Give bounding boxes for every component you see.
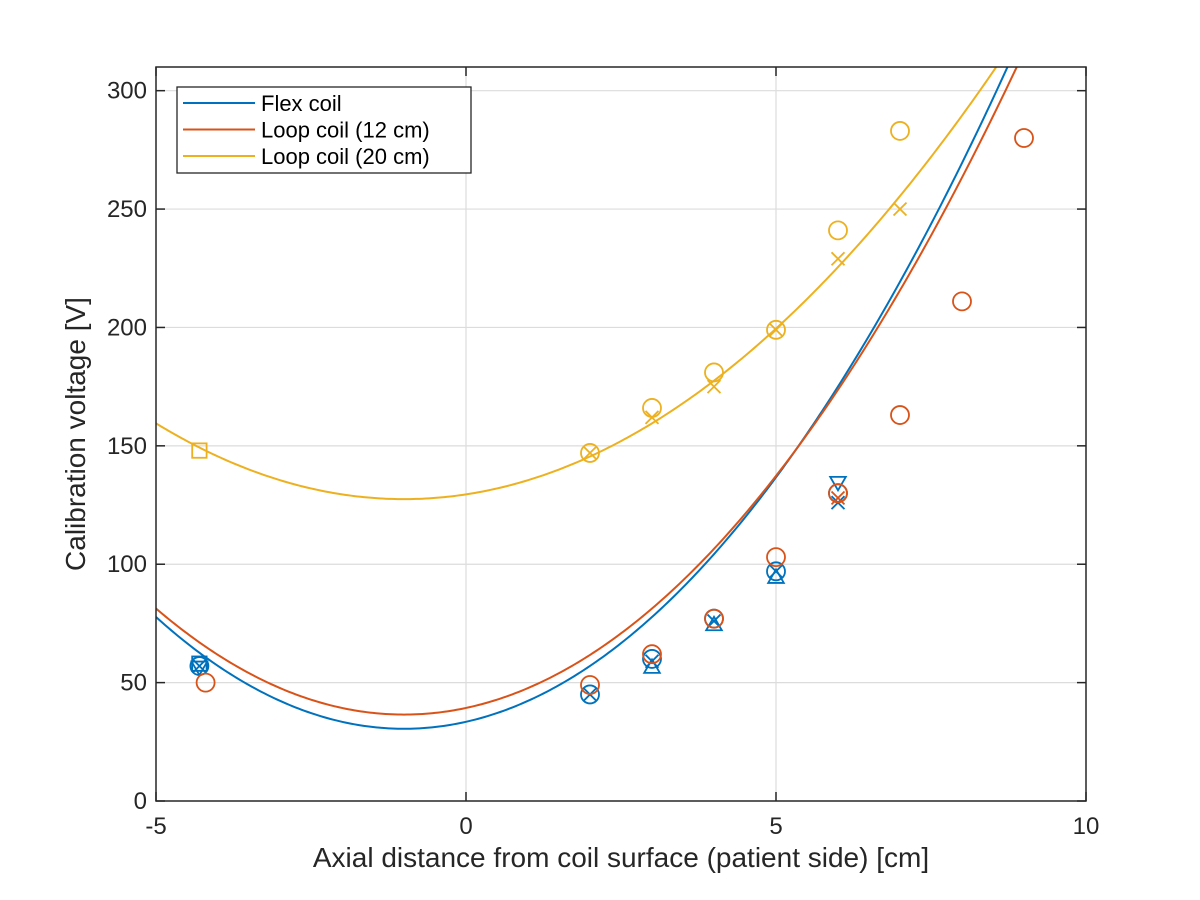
data-point-circle bbox=[890, 405, 910, 425]
y-tick-label: 100 bbox=[107, 551, 147, 578]
data-point-circle bbox=[704, 362, 724, 383]
y-tick-label: 200 bbox=[107, 314, 147, 341]
data-point-circle bbox=[766, 319, 786, 340]
y-tick-label: 0 bbox=[134, 788, 147, 815]
fit-curve bbox=[156, 67, 1018, 716]
data-point-triangle bbox=[704, 614, 724, 632]
data-point-circle bbox=[828, 483, 848, 504]
y-tick-label: 150 bbox=[107, 433, 147, 460]
y-tick-label: 50 bbox=[120, 670, 147, 697]
data-point-x bbox=[706, 379, 722, 394]
x-axis-label: Axial distance from coil surface (patien… bbox=[313, 842, 929, 873]
y-axis-label: Calibration voltage [V] bbox=[60, 297, 91, 571]
data-point-square bbox=[191, 442, 208, 459]
fit-curves bbox=[156, 67, 1018, 730]
data-point-circle bbox=[828, 220, 848, 241]
x-tick-label: 5 bbox=[769, 813, 782, 840]
x-tick-label: -5 bbox=[145, 813, 166, 840]
data-point-circle bbox=[580, 443, 600, 463]
x-tick-label: 10 bbox=[1073, 813, 1100, 840]
data-point-circle bbox=[704, 608, 724, 629]
data-point-circle bbox=[642, 649, 662, 669]
data-markers bbox=[189, 121, 1034, 705]
data-point-circle bbox=[580, 684, 600, 705]
data-point-circle bbox=[642, 644, 662, 665]
fit-curve bbox=[156, 67, 1009, 730]
data-point-x bbox=[830, 251, 846, 266]
data-point-x bbox=[768, 322, 784, 337]
data-point-x bbox=[644, 410, 660, 425]
data-point-nabla bbox=[190, 660, 209, 677]
legend-label: Flex coil bbox=[261, 91, 342, 116]
data-point-circle bbox=[766, 547, 786, 568]
plot-area bbox=[156, 67, 1086, 801]
y-tick-label: 300 bbox=[107, 78, 147, 105]
data-point-circle bbox=[1014, 128, 1034, 148]
legend-label: Loop coil (12 cm) bbox=[261, 118, 430, 143]
data-point-circle bbox=[952, 291, 972, 312]
data-point-x bbox=[892, 201, 908, 217]
data-point-circle bbox=[890, 121, 910, 141]
data-point-circle bbox=[766, 561, 786, 582]
y-tick-label: 250 bbox=[107, 196, 147, 223]
data-point-nabla bbox=[828, 475, 848, 493]
data-point-x bbox=[582, 445, 598, 461]
plot-frame bbox=[155, 66, 1087, 802]
data-point-circle bbox=[195, 672, 216, 693]
legend-label: Loop coil (20 cm) bbox=[261, 144, 430, 169]
data-point-triangle bbox=[642, 657, 662, 674]
data-point-circle bbox=[580, 675, 600, 695]
data-point-triangle bbox=[766, 567, 786, 584]
x-tick-label: 0 bbox=[459, 813, 472, 840]
data-point-x bbox=[830, 490, 846, 506]
fit-curve bbox=[156, 67, 998, 501]
